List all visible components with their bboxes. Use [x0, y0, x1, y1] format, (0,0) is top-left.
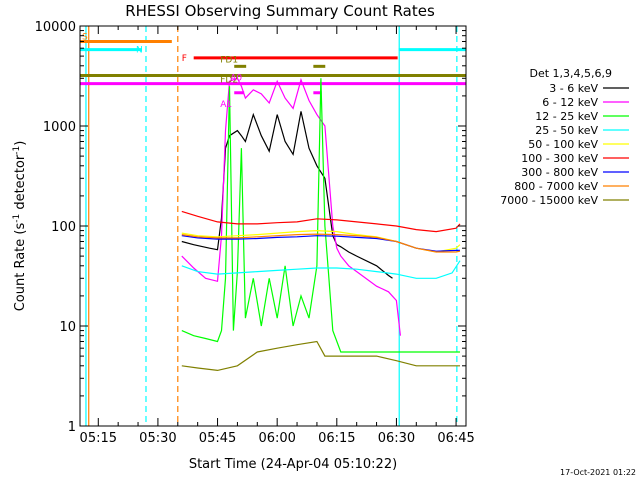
y-axis-label-part: -1: [12, 146, 22, 155]
plot-frame: [79, 25, 467, 427]
series-line-1: [181, 77, 401, 336]
flag-label-F: F: [182, 54, 187, 64]
flag-label-N: N: [136, 46, 143, 56]
x-tick-label-1: 05:30: [139, 431, 176, 446]
x-tick-label-5: 06:30: [378, 431, 415, 446]
plot-content: [80, 26, 466, 426]
series-line-7: [181, 233, 461, 253]
series-line-3: [181, 260, 461, 279]
y-axis-label-part: -1: [12, 214, 22, 223]
x-axis-label: Start Time (24-Apr-04 05:10:22): [189, 457, 397, 472]
series-line-5: [181, 210, 461, 233]
series-line-0: [181, 111, 393, 279]
legend-label-4: 50 - 100 keV: [528, 138, 598, 151]
y-tick-label-3: 1000: [43, 120, 76, 135]
legend-label-3: 25 - 50 keV: [535, 124, 598, 137]
y-axis-label-part: detector: [13, 154, 28, 214]
y-axis-label-part: ): [13, 141, 28, 146]
y-tick-label-0: 1: [68, 420, 76, 435]
legend-label-0: 3 - 6 keV: [549, 82, 598, 95]
flag-label-FD1: FD1: [220, 55, 238, 65]
flag-label-S: S: [82, 32, 88, 42]
y-tick-label-2: 100: [51, 220, 76, 235]
y-tick-label-1: 10: [59, 320, 76, 335]
legend-label-6: 300 - 800 keV: [521, 166, 598, 179]
plot-area: S N F FD1 FD2 A1 A0: [80, 26, 466, 426]
legend-label-1: 6 - 12 keV: [542, 96, 598, 109]
x-tick-label-0: 05:15: [80, 431, 117, 446]
x-tick-label-4: 06:15: [318, 431, 355, 446]
legend-title: Det 1,3,4,5,6,9: [529, 67, 612, 80]
x-tick-label-6: 06:45: [437, 431, 474, 446]
flag-label-A1: A1: [220, 100, 232, 110]
x-tick-label-3: 06:00: [258, 431, 295, 446]
axis-ticks: 05:15 05:30 05:45 06:00 06:15 06:30 06:45 1 10 10…: [35, 20, 475, 446]
legend-label-7: 800 - 7000 keV: [514, 180, 598, 193]
footer-timestamp: 17-Oct-2021 01:22: [560, 468, 636, 477]
y-tick-label-4: 10000: [35, 20, 76, 35]
flag-label-FD2: FD2: [220, 75, 238, 85]
legend-label-2: 12 - 25 keV: [535, 110, 598, 123]
series-line-8: [181, 340, 460, 372]
series-line-2: [181, 78, 460, 353]
x-tick-label-2: 05:45: [199, 431, 236, 446]
legend-label-5: 100 - 300 keV: [521, 152, 598, 165]
legend-label-8: 7000 - 15000 keV: [500, 194, 598, 207]
flag-label-A0: A0: [230, 74, 242, 84]
y-axis-label-part: Count Rate (s: [13, 223, 28, 312]
chart-title: RHESSI Observing Summary Count Rates: [125, 2, 435, 20]
y-axis-label: Count Rate (s-1 detector-1): [12, 141, 28, 312]
